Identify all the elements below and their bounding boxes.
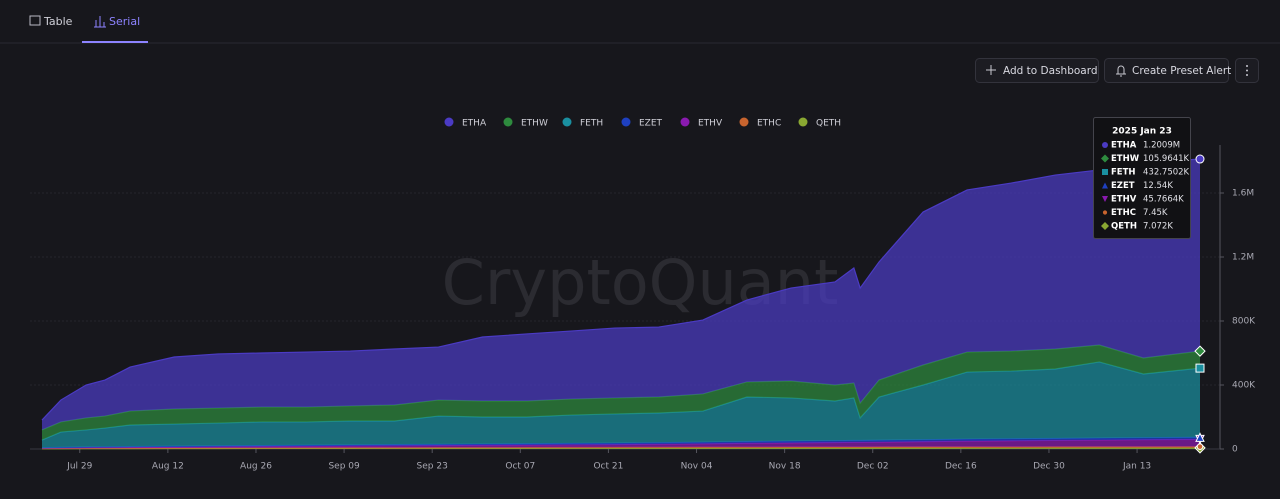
y-tick-label: 1.6M <box>1232 189 1254 199</box>
y-tick-label: 400K <box>1232 381 1256 391</box>
tooltip-value: 7.072K <box>1143 222 1173 232</box>
x-tick-label: Oct 07 <box>505 462 535 472</box>
button-label: Create Preset Alert <box>1132 65 1231 77</box>
legend-item[interactable]: EZET <box>621 117 663 129</box>
tooltip-box <box>1093 117 1191 239</box>
legend: ETHA ETHW FETH EZET ETHV ETHC QETH <box>444 117 842 129</box>
bell-icon <box>1116 65 1126 77</box>
plus-icon <box>986 65 996 75</box>
tooltip-value: 7.45K <box>1143 208 1168 218</box>
y-tick-label: 800K <box>1232 317 1256 327</box>
end-marker <box>1102 182 1108 189</box>
x-tick-label: Sep 23 <box>417 462 448 472</box>
end-marker <box>1102 142 1108 148</box>
legend-label: QETH <box>816 119 841 129</box>
tab-serial[interactable]: Serial <box>82 15 148 43</box>
dot <box>1246 65 1248 67</box>
tooltip-name: ETHV <box>1111 195 1137 205</box>
tooltip-value: 1.2009M <box>1143 141 1180 151</box>
legend-item[interactable]: ETHC <box>739 117 782 129</box>
tooltip-value: 45.7664K <box>1143 195 1184 205</box>
legend-label: EZET <box>639 119 663 129</box>
tooltip-name: ETHC <box>1111 208 1136 218</box>
button-label: Add to Dashboard <box>1003 65 1098 77</box>
y-tick-label: 0 <box>1232 445 1238 455</box>
tooltip-name: ETHW <box>1111 154 1140 164</box>
legend-label: FETH <box>580 119 603 129</box>
x-tick-label: Dec 30 <box>1033 462 1065 472</box>
legend-item[interactable]: ETHV <box>680 117 723 129</box>
legend-swatch <box>680 117 690 127</box>
end-marker <box>1195 363 1205 373</box>
button-box <box>1104 58 1229 83</box>
tooltip-name: FETH <box>1111 168 1136 178</box>
x-tick-label: Aug 26 <box>240 462 272 472</box>
tooltip-name: ETHA <box>1111 141 1137 151</box>
legend-swatch <box>503 117 513 127</box>
tooltip-title: 2025 Jan 23 <box>1112 127 1172 137</box>
x-tick-label: Aug 12 <box>152 462 184 472</box>
end-marker <box>1196 443 1204 450</box>
end-marker <box>1102 210 1108 215</box>
legend-swatch <box>739 117 749 127</box>
legend-label: ETHA <box>462 119 487 129</box>
dot <box>1246 74 1248 76</box>
end-marker <box>1102 196 1108 202</box>
legend-label: ETHC <box>757 119 781 129</box>
x-tick-label: Nov 04 <box>681 462 713 472</box>
plot: 0 400K 800K 1.2M 1.6M Jul 29 Aug 12 Aug 26 Sep 0… <box>30 145 1256 472</box>
dot <box>1246 69 1248 72</box>
legend-label: ETHV <box>698 119 723 129</box>
more-button[interactable] <box>1235 58 1259 83</box>
x-tick-label: Jan 13 <box>1122 462 1151 472</box>
tab-label: Table <box>43 15 73 28</box>
end-marker <box>1102 169 1108 175</box>
legend-label: ETHW <box>521 119 548 129</box>
tab-label: Serial <box>109 15 140 28</box>
area-line <box>41 158 1201 421</box>
x-tick-label: Dec 16 <box>945 462 977 472</box>
button-box <box>975 58 1099 83</box>
end-marker <box>1195 154 1205 164</box>
legend-item[interactable]: ETHW <box>503 117 548 129</box>
x-tick-label: Oct 21 <box>593 462 623 472</box>
tooltip-name: QETH <box>1111 222 1137 232</box>
end-marker <box>1101 222 1109 230</box>
end-marker <box>1194 345 1206 357</box>
tab-table[interactable]: Table <box>29 15 73 28</box>
x-tick-label: Jul 29 <box>66 462 92 472</box>
x-tick-label: Nov 18 <box>769 462 801 472</box>
serial-icon <box>94 16 106 28</box>
tooltip-value: 105.9641K <box>1143 154 1190 164</box>
tooltip-value: 12.54K <box>1143 181 1173 191</box>
tooltip-name: EZET <box>1111 181 1135 191</box>
legend-item[interactable]: FETH <box>562 117 604 129</box>
table-icon <box>29 15 41 26</box>
create-alert-button[interactable]: Create Preset Alert <box>1104 58 1232 83</box>
area <box>42 361 1200 448</box>
x-tick-label: Sep 09 <box>328 462 360 472</box>
add-to-dashboard-button[interactable]: Add to Dashboard <box>975 58 1099 83</box>
x-tick-label: Dec 02 <box>857 462 889 472</box>
y-tick-label: 1.2M <box>1232 253 1254 263</box>
legend-swatch <box>798 117 808 127</box>
legend-swatch <box>562 117 572 127</box>
area <box>42 345 1200 441</box>
legend-swatch <box>621 117 631 127</box>
tooltip-value: 432.7502K <box>1143 168 1190 178</box>
legend-item[interactable]: QETH <box>798 117 842 129</box>
legend-item[interactable]: ETHA <box>444 117 487 129</box>
end-marker <box>1195 432 1205 442</box>
end-marker <box>1101 154 1109 163</box>
legend-swatch <box>444 117 454 127</box>
